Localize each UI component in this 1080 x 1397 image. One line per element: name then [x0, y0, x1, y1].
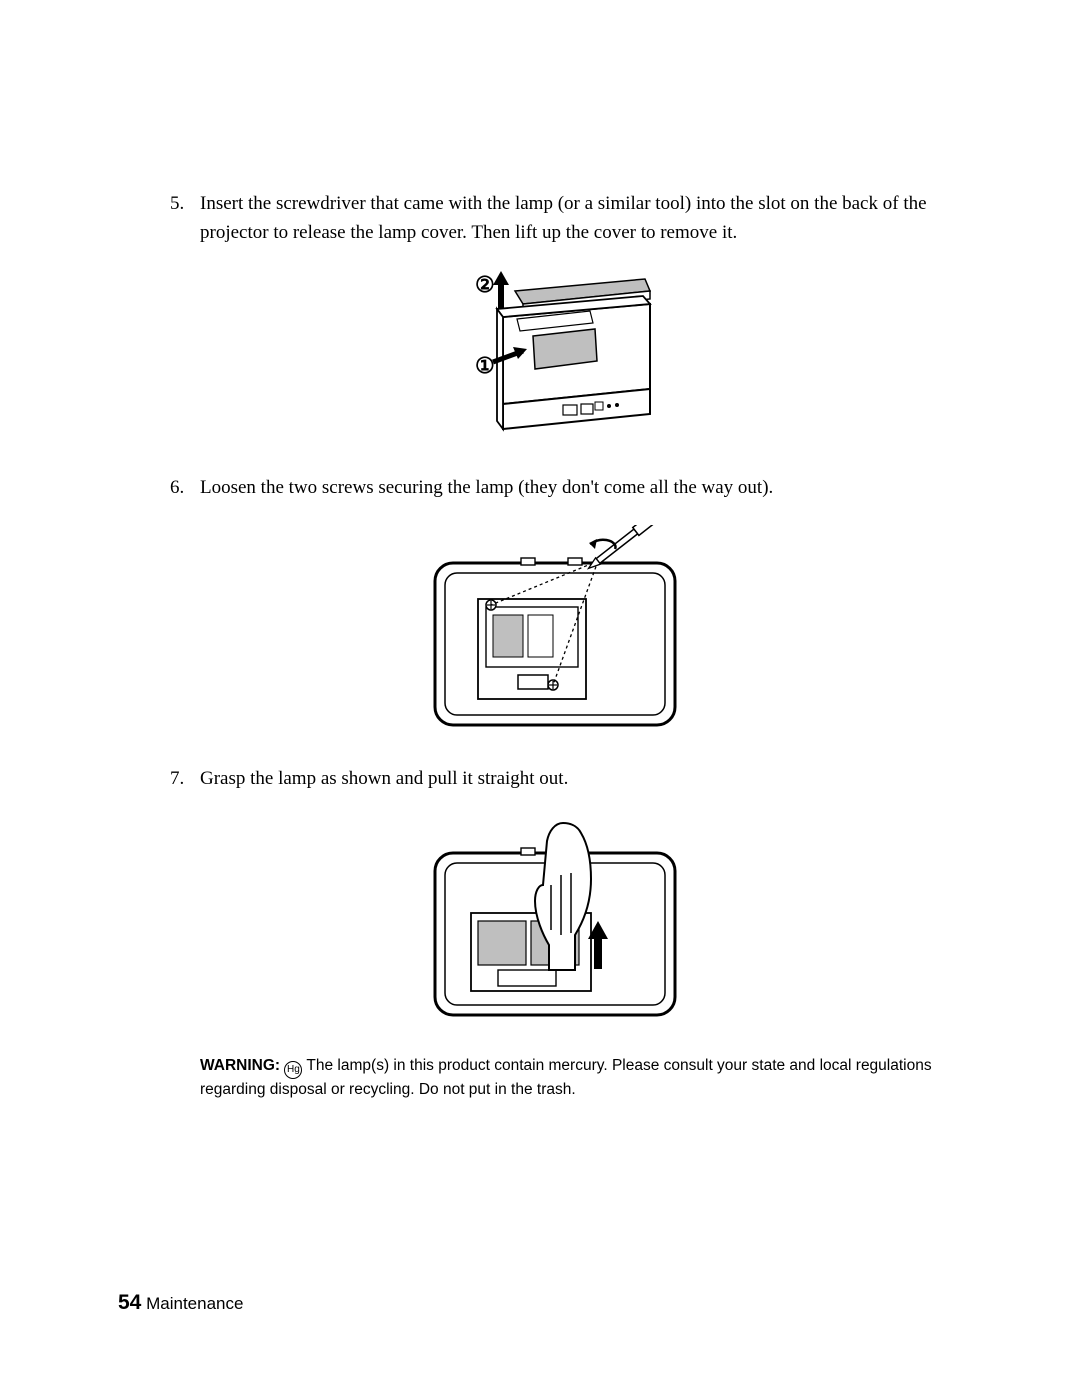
warning-text: The lamp(s) in this product contain merc…	[200, 1057, 932, 1098]
figure-lamp-cover-removal: ② ①	[170, 269, 950, 444]
step-7: 7. Grasp the lamp as shown and pull it s…	[170, 765, 950, 1026]
warning-label: WARNING:	[200, 1057, 280, 1074]
step-5: 5. Insert the screwdriver that came with…	[170, 190, 950, 444]
mercury-warning: WARNING: Hg The lamp(s) in this product …	[200, 1055, 950, 1101]
page-number: 54	[118, 1291, 141, 1314]
page-content: 5. Insert the screwdriver that came with…	[0, 0, 1080, 1101]
step-5-text: Insert the screwdriver that came with th…	[200, 190, 950, 247]
figure-pull-lamp-out	[170, 815, 950, 1025]
step-5-number: 5.	[170, 190, 188, 219]
figure-marker-1: ①	[475, 353, 495, 378]
figure-loosen-screws	[170, 525, 950, 735]
step-6: 6. Loosen the two screws securing the la…	[170, 474, 950, 735]
hg-symbol-icon: Hg	[284, 1061, 302, 1079]
section-name: Maintenance	[146, 1294, 243, 1313]
step-7-text: Grasp the lamp as shown and pull it stra…	[200, 765, 950, 794]
step-7-number: 7.	[170, 765, 188, 794]
page-footer: 54 Maintenance	[118, 1291, 243, 1315]
figure-marker-2: ②	[475, 272, 495, 297]
step-6-text: Loosen the two screws securing the lamp …	[200, 474, 950, 503]
step-6-number: 6.	[170, 474, 188, 503]
